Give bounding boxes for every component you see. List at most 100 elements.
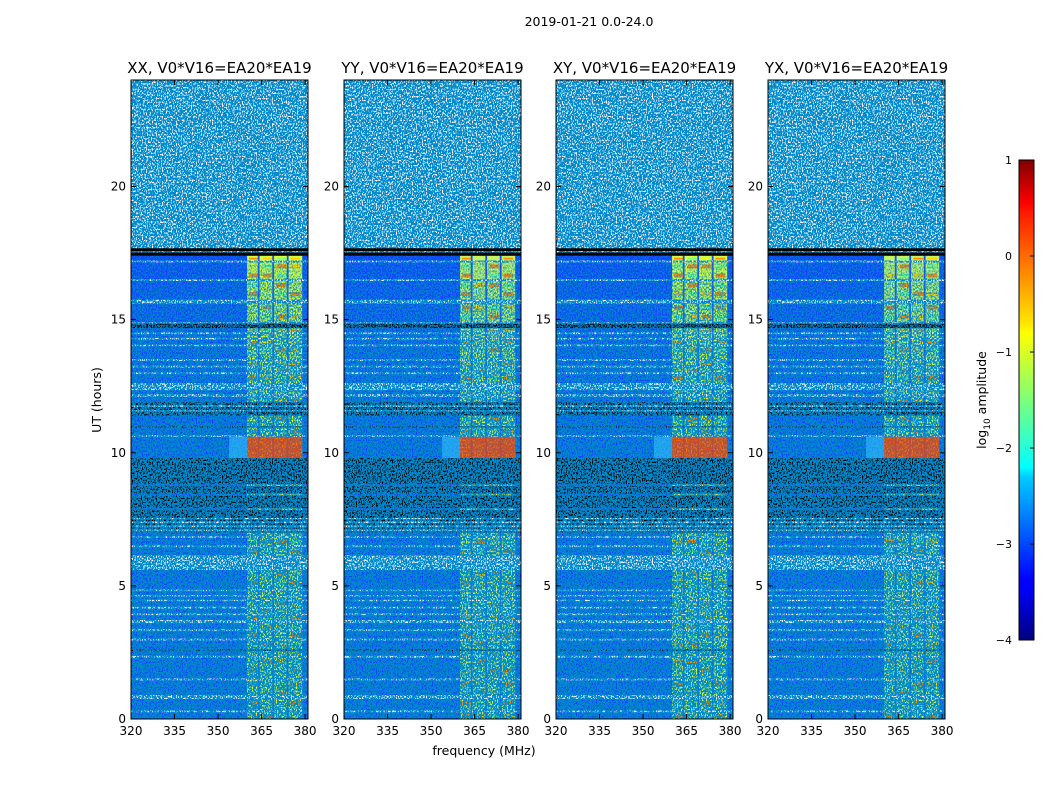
channel-gap [470,360,473,366]
channel-gap [894,631,897,639]
hot-band [247,436,303,459]
flagged-row [344,527,521,530]
panel-xy: XY, V0*V16=EA20*EA19 320 335 350 365 380 0 5 10 1… [536,59,742,738]
channel-gap [894,396,897,403]
noise-texture [344,712,521,719]
noise-texture [131,328,308,333]
channel-gap [499,339,502,345]
signal-band [247,699,303,711]
flagged-row [768,527,945,530]
channel-gap [894,255,897,261]
band-cell [290,580,301,585]
noise-texture [768,339,945,345]
band-cell [715,314,726,319]
band-cell [687,603,698,606]
band-cell [899,603,910,606]
band-cell [489,714,500,718]
channel-gap [485,415,488,427]
flagged-row [768,402,945,406]
band-cell [262,668,273,673]
band-cell [290,668,301,673]
signal-band [460,346,516,360]
channel-gap [499,334,502,338]
channel-gap [894,339,897,345]
band-cell [715,305,726,310]
band-cell [262,257,273,260]
band-cell [701,264,712,269]
signal-band [884,346,940,360]
flagged-row [768,519,945,522]
channel-gap [711,623,714,630]
band-cell [687,283,698,288]
channel-gap [272,608,275,614]
band-cell [701,603,712,606]
signal-band [247,640,303,650]
band-cell [674,348,684,353]
channel-gap [470,339,473,345]
channel-gap [499,608,502,614]
channel-gap [286,396,289,403]
band-cell [462,429,472,434]
signal-band [460,699,516,711]
band-cell [276,376,287,381]
channel-gap [697,374,700,383]
band-cell [715,292,726,297]
band-cell [503,701,514,706]
noise-texture [344,334,521,338]
channel-gap [470,591,473,595]
band-cell [927,292,938,297]
noise-texture [344,623,521,630]
signal-band [884,615,940,620]
band-cell [674,603,684,606]
flagged-row [556,523,733,526]
signal-band [460,547,516,556]
band-cell [927,257,938,260]
band-cell [503,682,514,687]
band-cell [674,264,684,269]
band-cell [886,617,896,619]
channel-gap [257,547,260,556]
band-cell [249,292,259,297]
band-cell [913,682,924,687]
band-cell [913,617,924,619]
channel-gap [286,360,289,366]
band-cell [913,257,924,260]
channel-gap [272,591,275,595]
channel-gap [470,569,473,590]
band-cell [503,429,514,434]
channel-gap [909,328,912,333]
band-cell [489,348,500,353]
noise-texture [556,591,733,595]
channel-gap [470,415,473,427]
band-cell [462,701,472,706]
channel-gap [923,615,926,620]
signal-band [884,596,940,600]
band-cell [290,610,301,613]
colorbar-gradient [1018,159,1035,641]
noise-texture [131,537,308,546]
band-cell [899,398,910,402]
band-cell [715,617,726,619]
signal-band [884,390,940,395]
y-tick-label: 5 [755,579,763,593]
channel-gap [470,328,473,333]
channel-gap [711,334,714,338]
signal-band [672,615,728,620]
band-cell [262,539,273,544]
band-cell [899,314,910,319]
channel-gap [682,532,685,537]
flagged-row [344,509,521,518]
band-cell [899,539,910,544]
channel-gap [923,569,926,590]
band-cell [503,617,514,619]
band-cell [701,668,712,673]
channel-gap [697,699,700,711]
channel-gap [470,281,473,300]
channel-gap [682,640,685,650]
channel-gap [272,346,275,360]
channel-gap [682,651,685,656]
signal-band [672,591,728,595]
sparse-row [768,493,945,496]
channel-gap [909,651,912,656]
band-cell [249,617,259,619]
